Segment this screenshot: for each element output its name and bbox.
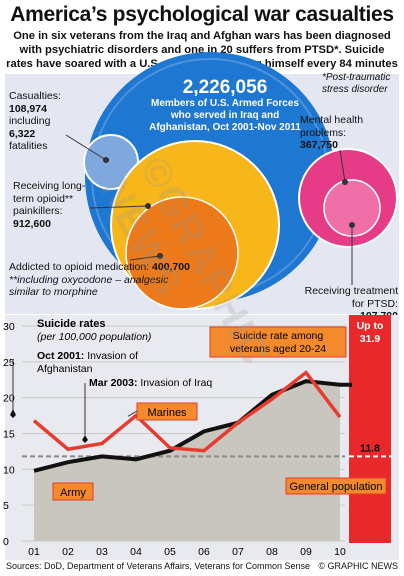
- marines-label: Marines: [147, 407, 187, 419]
- x-tick-label: 03: [96, 546, 108, 558]
- ptsd-footnote: *Post-traumatic stress disorder: [322, 72, 391, 95]
- total-text: Members of U.S. Armed Forces who served …: [149, 98, 301, 133]
- marines-pointer: [127, 410, 138, 417]
- chart-title: Suicide rates: [37, 318, 105, 330]
- y-tick-label: 5: [3, 500, 9, 512]
- iraq-marker: [82, 435, 88, 443]
- young-veterans-label-1: Suicide rate among: [233, 330, 324, 342]
- x-tick-label: 04: [130, 546, 142, 558]
- addicted-label: Addicted to opioid medication: 400,700 *…: [9, 261, 190, 298]
- y-tick-label: 30: [3, 321, 15, 333]
- casualties-label: Casualties: 108,974 including 6,322 fata…: [9, 90, 61, 152]
- army-line: [33, 379, 352, 473]
- iraq-annotation: Mar 2003: Invasion of Iraq: [89, 377, 212, 389]
- y-tick-label: 20: [3, 393, 15, 405]
- chart-subtitle: (per 100,000 population): [37, 331, 151, 343]
- source-note: Sources: DoD, Department of Veterans Aff…: [6, 561, 310, 571]
- total-value: 2,226,056: [182, 77, 268, 98]
- y-tick-label: 10: [3, 464, 15, 476]
- general-population-value: 11.8: [360, 442, 380, 454]
- y-tick-label: 0: [3, 536, 9, 548]
- x-tick-label: 05: [164, 546, 176, 558]
- afghan-marker: [10, 409, 16, 418]
- bubble-svg: [65, 52, 398, 310]
- young-veterans-value-num: 31.9: [360, 333, 381, 345]
- marines-line: [32, 370, 342, 453]
- credit: © GRAPHIC NEWS: [318, 561, 398, 571]
- y-tick-label: 25: [3, 357, 15, 369]
- army-label: Army: [60, 487, 86, 499]
- x-tick-label: 07: [232, 546, 244, 558]
- x-tick-label: 01: [28, 546, 40, 558]
- mental-label: Mental health problems: 367,750: [300, 114, 364, 151]
- y-tick-label: 15: [3, 429, 15, 441]
- army-area: [34, 381, 340, 541]
- x-tick-label: 09: [300, 546, 312, 558]
- general-population-label: General population: [290, 481, 383, 493]
- x-tick-label: 02: [62, 546, 74, 558]
- x-tick-label: 10: [334, 546, 346, 558]
- army-label-box: [52, 482, 94, 501]
- young-veterans-label-2: veterans aged 20-24: [230, 343, 326, 355]
- x-tick-label: 08: [266, 546, 278, 558]
- afghan-annotation-2: Afghanistan: [37, 363, 93, 375]
- young-veterans-value: Up to: [357, 320, 384, 332]
- total-members: 2,226,056 Members of U.S. Armed Forces w…: [140, 77, 310, 134]
- gp-label-box: [285, 477, 387, 495]
- afghan-annotation: Oct 2001: Invasion of: [37, 350, 138, 362]
- x-tick-label: 06: [198, 546, 210, 558]
- young-veterans-bar: [349, 315, 391, 543]
- opioid-label: Receiving long-term opioid** painkillers…: [13, 180, 86, 230]
- young-veterans-label-box: [209, 326, 347, 358]
- bubble-addicted: [125, 196, 239, 310]
- page-title: America’s psychological war casualties: [10, 3, 394, 26]
